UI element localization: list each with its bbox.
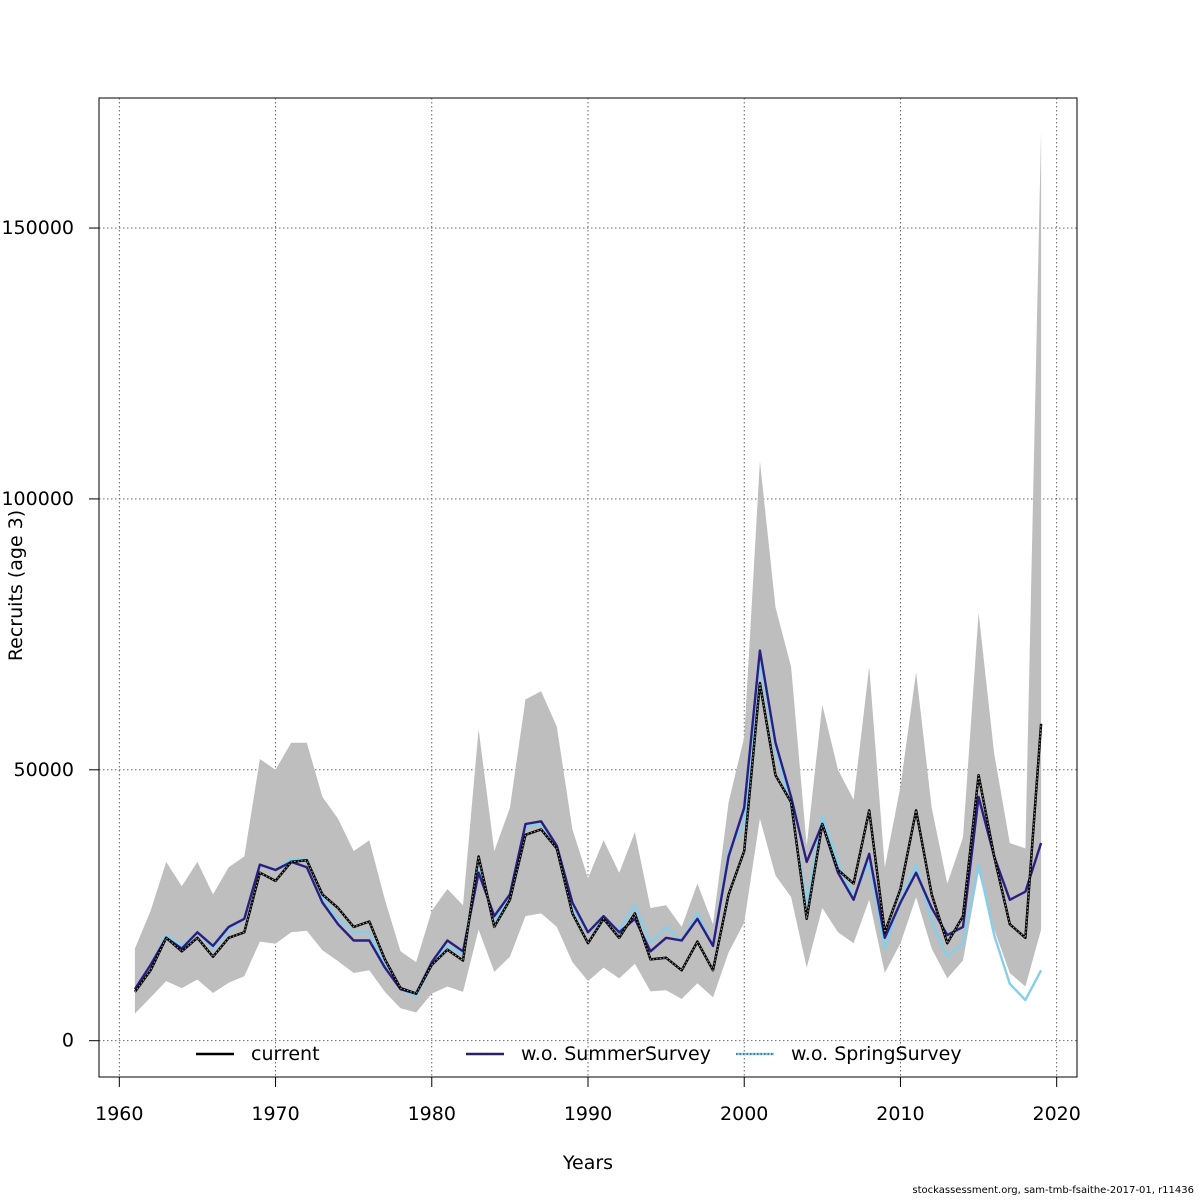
series-line-0-dots [134, 683, 1042, 995]
series-layer [133, 649, 1043, 1002]
x-tick-label: 1990 [564, 1103, 612, 1125]
x-tick-label: 2000 [720, 1103, 768, 1125]
grid-lines [99, 98, 1077, 1077]
y-tick-label: 50000 [14, 759, 74, 781]
x-tick-label: 1970 [251, 1103, 299, 1125]
x-tick-label: 2010 [876, 1103, 924, 1125]
y-axis: 0 50000 100000 150000 [1, 217, 100, 1052]
footer-credit: stockassessment.org, sam-tmb-fsaithe-201… [912, 1185, 1194, 1196]
y-tick-label: 100000 [1, 488, 74, 510]
legend-label-0: current [251, 1043, 320, 1065]
legend-label-2: w.o. SpringSurvey [791, 1043, 962, 1065]
legend: current w.o. SummerSurvey w.o. SpringSurve… [196, 1043, 962, 1065]
confidence-band-layer [134, 130, 1042, 1014]
x-tick-label: 2020 [1033, 1103, 1081, 1125]
x-axis: 1960 1970 1980 1990 2000 2010 2020 [95, 1076, 1081, 1125]
x-axis-title: Years [562, 1152, 613, 1174]
legend-label-1: w.o. SummerSurvey [521, 1043, 711, 1065]
y-tick-label: 0 [62, 1030, 74, 1052]
confidence-band [134, 130, 1042, 1014]
y-axis-title: Recruits (age 3) [5, 510, 27, 661]
series-line-1 [133, 649, 1043, 995]
x-tick-label: 1980 [408, 1103, 456, 1125]
y-tick-label: 150000 [1, 217, 74, 239]
x-tick-label: 1960 [95, 1103, 143, 1125]
